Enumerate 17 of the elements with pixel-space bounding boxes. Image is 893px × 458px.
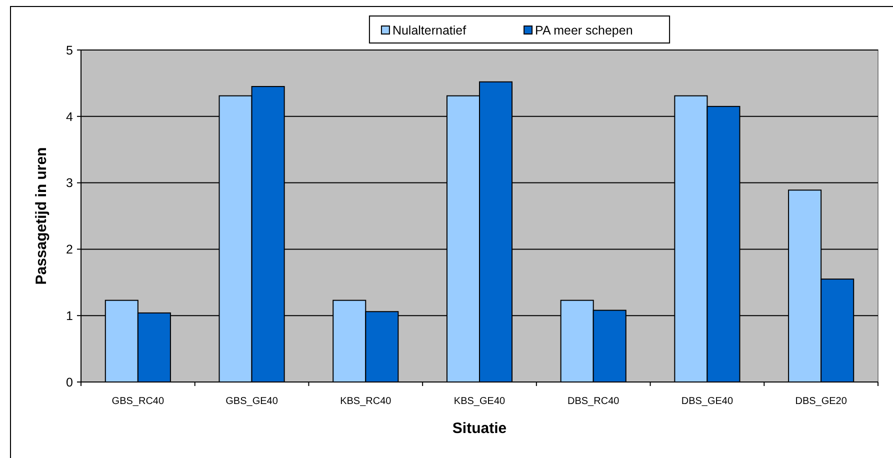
y-axis-title: Passagetijd in uren	[33, 147, 50, 285]
y-tick-label: 3	[66, 176, 74, 190]
y-tick-label: 5	[66, 43, 74, 58]
x-tick-label: KBS_RC40	[340, 396, 392, 407]
x-tick-label: DBS_GE20	[795, 396, 848, 407]
x-tick-label: KBS_GE40	[454, 396, 506, 407]
y-tick-label: 0	[66, 375, 74, 390]
legend-label: Nulalternatief	[392, 23, 467, 38]
x-tick-label: DBS_RC40	[568, 396, 620, 407]
y-tick-label: 4	[66, 110, 74, 124]
x-tick-label: GBS_RC40	[112, 396, 164, 407]
x-tick-label: DBS_GE40	[681, 396, 734, 407]
legend-label: PA meer schepen	[535, 23, 633, 38]
y-tick-label: 1	[66, 308, 74, 323]
x-tick-label: GBS_GE40	[226, 396, 278, 407]
y-tick-label: 2	[66, 242, 74, 257]
x-axis-title: Situatie	[452, 420, 507, 437]
